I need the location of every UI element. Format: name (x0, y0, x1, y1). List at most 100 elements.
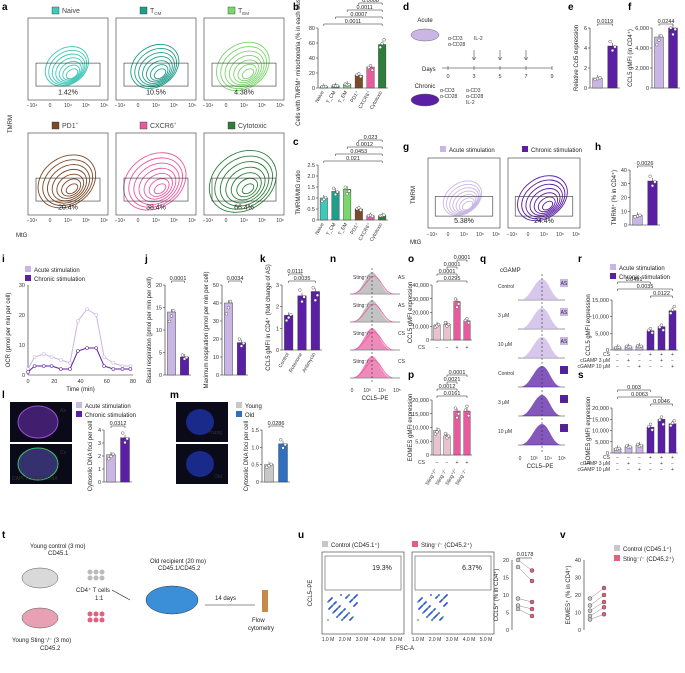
x-tick-label: 80 (130, 379, 136, 385)
contour-line (241, 68, 255, 80)
cell-icon (93, 617, 99, 623)
y-tick-label: 10 (621, 209, 627, 215)
plot-title: Naive (62, 8, 80, 15)
row-label: cGAMP 10 μM (577, 467, 610, 473)
x-tick-label: 10³ (363, 388, 371, 394)
y-tick-label: 0 (216, 373, 219, 379)
data-point (345, 192, 349, 196)
data-point (617, 345, 621, 349)
x-tick-label: 20 (51, 379, 57, 385)
panel-letter: q (480, 254, 486, 265)
significance-bracket (436, 273, 458, 276)
x-tick-label: 10⁶ (492, 232, 500, 238)
x-tick-label: 10⁴ (64, 103, 72, 109)
data-point (587, 617, 593, 622)
gate-percentage: 38.4% (146, 204, 166, 211)
panel-letter: v (560, 530, 566, 541)
cs-row-label: CS (418, 345, 426, 351)
contour-line (216, 41, 270, 92)
legend-label: Chronic stimulation (619, 275, 670, 281)
y-axis-label: CCL5–PE (308, 580, 314, 607)
significance-bracket (617, 281, 651, 284)
panel-letter: i (2, 254, 5, 265)
p-value: 0.021 (346, 156, 360, 162)
p-value: 0.0001 (449, 370, 466, 376)
p-value: 0.0295 (444, 276, 461, 282)
data-point (467, 321, 471, 325)
x-tick-label: T_CM (325, 222, 337, 237)
paired-line (589, 587, 605, 599)
condition-box (560, 366, 568, 374)
data-point (447, 434, 451, 438)
y-tick-label: 20,000 (412, 398, 429, 404)
legend-label: Control (CD45.1⁺) (623, 546, 672, 553)
data-point (658, 325, 662, 329)
data-point (49, 364, 54, 368)
significance-bracket (456, 259, 468, 262)
contour-line (47, 164, 91, 204)
p-value: 0.0063 (631, 392, 648, 398)
x-tick-label: 40 (77, 379, 83, 385)
p-value: 0.0026 (637, 161, 654, 167)
data-point (68, 367, 72, 371)
y-tick-label: 1.5 (251, 428, 259, 434)
paired-line (589, 607, 605, 617)
x-tick-label: 10⁴ (544, 456, 552, 462)
contour-line (455, 194, 477, 213)
sign: − (649, 358, 652, 364)
x-tick-label: T_EM (337, 222, 349, 237)
cell-icon (99, 569, 105, 575)
data-point (287, 315, 291, 320)
sign: − (616, 467, 619, 473)
y-tick-label: 30,000 (412, 297, 429, 303)
recipient-label: Old recipient (20 mo) (150, 559, 206, 565)
y-tick-label: 5,000 (595, 440, 609, 446)
row-label: 10 μM (498, 342, 512, 348)
x-tick-label: 10⁶ (100, 218, 108, 224)
data-point (324, 84, 328, 89)
data-point (368, 64, 373, 68)
contour-line (542, 200, 554, 211)
data-point (669, 26, 673, 30)
contour-line (219, 161, 270, 207)
gate (35, 62, 101, 87)
cell-icon (99, 611, 105, 617)
event-dot (336, 616, 338, 618)
data-point (94, 313, 99, 317)
significance-bracket (436, 388, 458, 391)
data-point (433, 432, 437, 436)
bar (668, 423, 677, 454)
y-axis-label: CCL5 gMFI in CD4⁺ (fold change of AS) (265, 264, 272, 371)
data-point (343, 185, 347, 189)
y-axis-label: TMRM/MtG ratio (296, 170, 302, 215)
plot-title: PD1+ (62, 121, 79, 130)
data-point (313, 298, 317, 302)
legend-label: Chronic stimulation (531, 148, 582, 154)
legend-label: Sting⁻/⁻ (CD45.2⁺) (623, 556, 674, 563)
x-tick-label: 10⁴ (152, 103, 160, 109)
paired-line (589, 601, 605, 611)
x-tick-label: PD1⁺ (349, 90, 361, 104)
x-tick-label: 10⁶ (188, 103, 196, 109)
contour-line (138, 52, 175, 86)
x-tick-label: 0 (447, 232, 450, 238)
p-value: 0.0122 (653, 291, 670, 297)
significance-bracket (650, 403, 673, 406)
condition-box (560, 279, 568, 287)
panel-letter: p (408, 370, 414, 381)
data-point (515, 557, 521, 563)
event-dot (418, 608, 420, 610)
contour-line (153, 68, 167, 80)
panel-letter: n (330, 254, 336, 265)
micrograph-tag: As (60, 408, 66, 414)
sign: − (649, 364, 652, 370)
data-point (380, 41, 384, 46)
data-point (332, 186, 336, 190)
histogram (520, 395, 562, 416)
data-point (670, 421, 675, 425)
gate-percentage: 1.42% (58, 89, 78, 96)
panel-letter: c (293, 137, 299, 148)
data-point (311, 286, 315, 290)
x-axis-label: CCL5–PE (527, 464, 554, 470)
cell-image (17, 405, 59, 439)
